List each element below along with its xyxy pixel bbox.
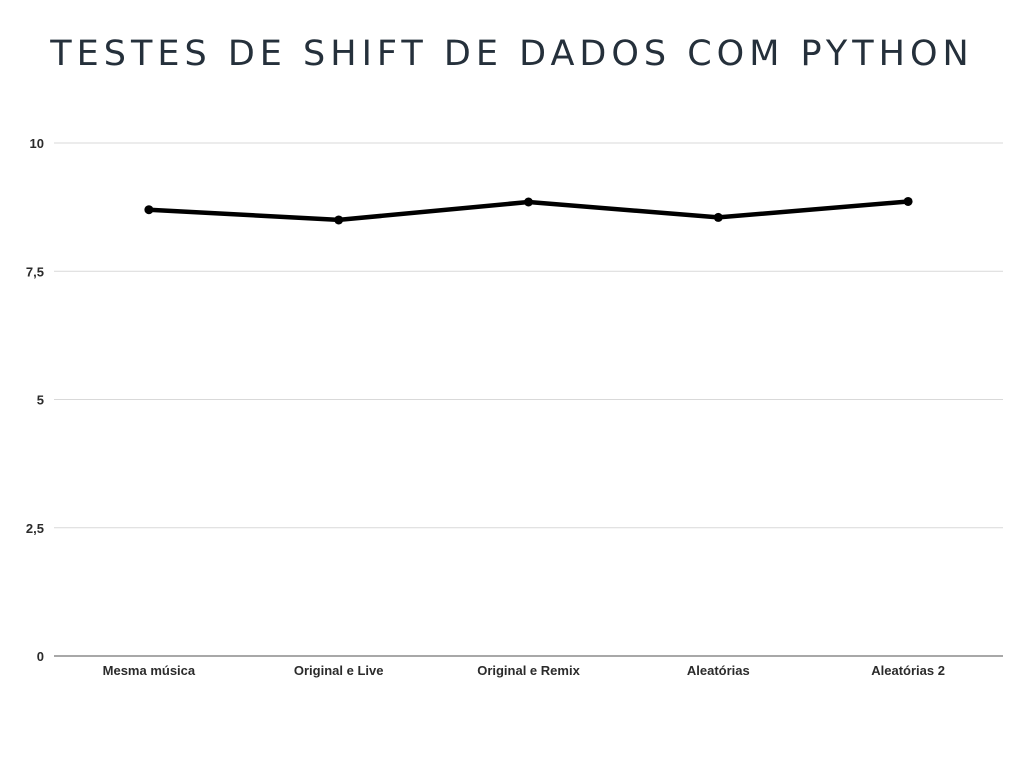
x-tick-label: Mesma música [103, 663, 196, 678]
y-tick-label: 7,5 [26, 264, 44, 279]
data-point [144, 205, 154, 215]
data-point [524, 197, 533, 207]
y-tick-label: 0 [37, 649, 44, 664]
data-point [334, 215, 344, 225]
x-tick-label: Original e Remix [477, 663, 580, 678]
data-point [713, 212, 723, 222]
data-point [903, 196, 913, 206]
x-tick-label: Aleatórias [687, 663, 750, 678]
y-axis-ticks: 0 2,5 5 7,5 10 [26, 136, 44, 664]
y-tick-label: 10 [30, 136, 44, 151]
y-tick-label: 5 [37, 393, 44, 408]
x-axis-ticks: Mesma música Original e Live Original e Re… [103, 663, 945, 678]
x-tick-label: Aleatórias 2 [871, 663, 945, 678]
series [144, 196, 913, 225]
gridlines [54, 142, 1003, 657]
y-tick-label: 2,5 [26, 521, 44, 536]
x-tick-label: Original e Live [294, 663, 384, 678]
chart-title: TESTES DE SHIFT DE DADOS COM PYTHON [50, 34, 974, 74]
